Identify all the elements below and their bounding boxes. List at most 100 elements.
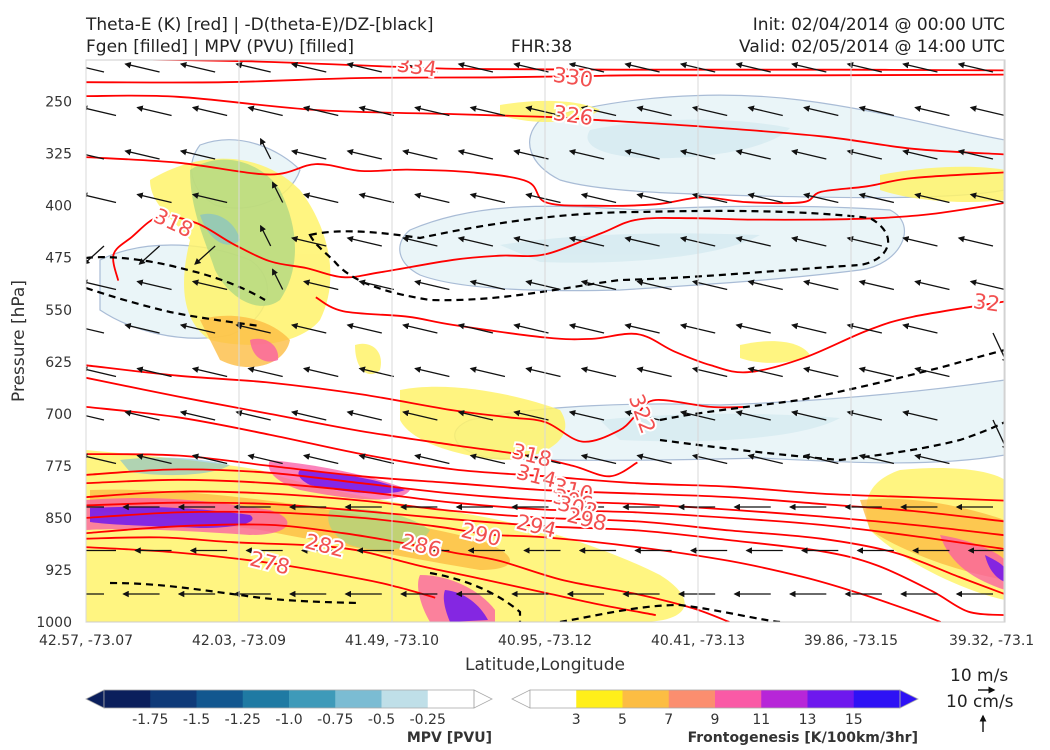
wind-arrow xyxy=(402,323,438,334)
colorbar-segment xyxy=(242,690,290,708)
x-tick-label: 41.49, -73.10 xyxy=(345,633,439,649)
y-tick-label: 400 xyxy=(45,199,72,215)
wind-arrow xyxy=(914,366,950,378)
x-tick-label: 42.57, -73.07 xyxy=(39,633,133,649)
wind-arrow xyxy=(568,149,605,160)
wind-arrow xyxy=(414,105,450,117)
wind-arrow xyxy=(902,149,938,160)
wind-arrow xyxy=(402,236,438,247)
colorbar-tick-label: -0.25 xyxy=(410,712,446,728)
wind-arrow xyxy=(191,105,228,117)
y-tick-label: 475 xyxy=(45,251,72,267)
wind-arrow xyxy=(260,137,272,160)
wind-arrow xyxy=(86,453,117,465)
theta-e-contour xyxy=(86,73,1005,84)
wind-arrow xyxy=(358,453,394,465)
wind-arrow xyxy=(358,366,394,378)
wind-arrow xyxy=(858,192,895,204)
theta-e-contour xyxy=(86,156,1005,207)
wind-arrow xyxy=(191,192,228,204)
x-axis-label: Latitude,Longitude xyxy=(465,655,625,675)
wind-arrow xyxy=(846,62,883,73)
wind-arrow xyxy=(191,279,228,291)
wind-arrow xyxy=(735,236,771,247)
fgen-colorbar: 3 5 7 9 11 13 15 xyxy=(511,689,919,728)
wind-arrow xyxy=(747,279,783,291)
theta-e-contour xyxy=(86,490,1005,596)
wind-arrow xyxy=(414,279,450,291)
wind-arrow xyxy=(636,366,672,378)
colorbar-segment xyxy=(427,690,475,708)
wind-arrow xyxy=(969,105,1005,117)
wind-arrow xyxy=(124,410,160,421)
wind-arrow xyxy=(290,410,327,421)
wind-arrow xyxy=(525,366,561,378)
wind-arrow xyxy=(136,366,172,378)
theta-e-contour xyxy=(86,376,638,478)
ddz-dashed-contours xyxy=(86,209,1005,622)
wind-arrow xyxy=(302,279,339,291)
wind-arrow xyxy=(290,62,327,73)
wind-arrow xyxy=(358,279,394,291)
wind-arrow xyxy=(513,62,549,73)
colorbar-extend-left xyxy=(511,689,531,709)
wind-arrow xyxy=(747,366,783,378)
wind-arrow xyxy=(86,328,105,334)
wind-arrow xyxy=(179,323,216,334)
y-tick-label: 550 xyxy=(45,303,72,319)
colorbar-segment xyxy=(807,690,855,708)
wind-arrow xyxy=(414,192,450,204)
colorbar-tick-label: 5 xyxy=(618,712,627,728)
wind-arrow xyxy=(791,323,827,334)
wind-arrow xyxy=(747,453,783,465)
theta-e-contour xyxy=(119,60,1005,72)
theta-e-contour-label: 294 xyxy=(514,510,559,543)
wind-arrow xyxy=(691,279,728,291)
wind-arrow xyxy=(136,105,172,117)
wind-scale-vertical-label: 10 cm/s xyxy=(946,692,1014,712)
wind-arrow xyxy=(846,149,883,160)
colorbar-segment xyxy=(668,690,716,708)
y-tick-label: 925 xyxy=(45,563,72,579)
wind-arrow xyxy=(803,105,839,117)
colorbar-tick-label: 7 xyxy=(664,712,673,728)
y-axis-label: Pressure [hPa] xyxy=(9,280,29,402)
wind-arrow xyxy=(235,323,271,334)
forecast-hour: FHR:38 xyxy=(511,37,573,57)
wind-arrow xyxy=(914,453,950,465)
colorbar-segment xyxy=(761,690,808,708)
wind-arrow xyxy=(86,279,117,291)
wind-arrow xyxy=(272,181,284,203)
wind-arrow xyxy=(580,192,617,204)
theta-e-contour xyxy=(112,202,1005,281)
plot-area: 334 3303263223183231831431030630229829429… xyxy=(85,59,1006,623)
wind-arrow xyxy=(803,366,839,378)
y-tick-label: 700 xyxy=(45,407,72,423)
wind-arrow xyxy=(568,323,605,334)
wind-arrow xyxy=(194,245,216,265)
wind-arrow xyxy=(457,323,494,334)
wind-arrow xyxy=(624,410,660,421)
wind-arrow xyxy=(969,192,1005,204)
colorbar-extend-right xyxy=(899,689,919,709)
theta-e-contour xyxy=(86,364,748,443)
wind-arrow xyxy=(568,236,605,247)
wind-arrow xyxy=(902,236,938,247)
mpv-colorbar: -1.75 -1.5 -1.25 -1.0 -0.75 -0.5 -0.25 xyxy=(85,689,493,728)
wind-vectors xyxy=(86,62,1005,598)
wind-arrow xyxy=(580,279,617,291)
wind-arrow xyxy=(624,323,660,334)
wind-arrow xyxy=(691,192,728,204)
wind-arrow xyxy=(469,453,506,465)
wind-arrow xyxy=(290,149,327,160)
wind-arrow xyxy=(302,105,339,117)
wind-arrow xyxy=(846,323,883,334)
wind-arrow xyxy=(513,410,549,421)
wind-arrow xyxy=(914,279,950,291)
wind-arrow xyxy=(525,453,561,465)
wind-arrow xyxy=(957,62,994,73)
wind-arrow xyxy=(290,323,327,334)
x-tick-label: 39.32, -73.1 xyxy=(949,633,1034,649)
wind-arrow xyxy=(525,279,561,291)
wind-arrow xyxy=(902,323,938,334)
